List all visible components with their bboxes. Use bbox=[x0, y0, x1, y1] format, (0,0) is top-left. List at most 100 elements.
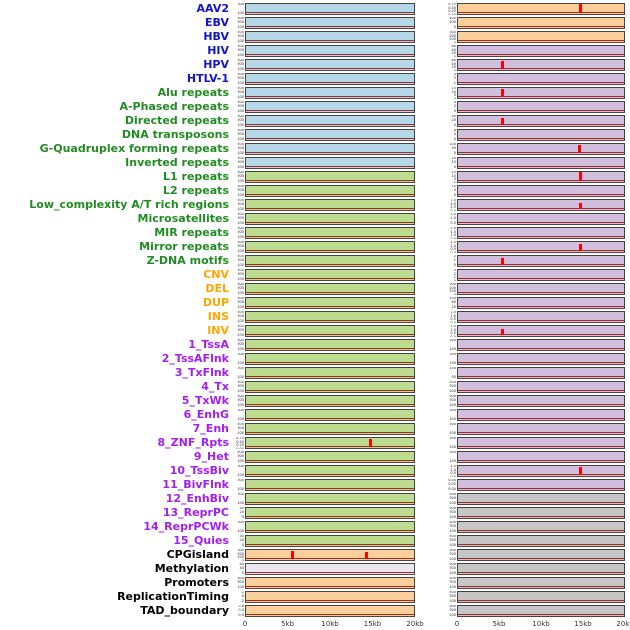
signal-spike bbox=[501, 61, 505, 69]
track-panel-left bbox=[245, 395, 415, 407]
track-panel-left bbox=[245, 479, 415, 491]
y-tick-label: 0 bbox=[453, 262, 456, 267]
y-tick-label: 100 bbox=[237, 290, 244, 295]
y-tick-label: 100 bbox=[449, 416, 456, 421]
track-row: CNV 500 300 100 3 2 1 0 bbox=[0, 268, 630, 282]
track-row: 11_BivFlnk 300 100 0.04 0.02 0.00 bbox=[0, 478, 630, 492]
track-panel-right bbox=[457, 157, 625, 169]
y-ticks-left: 300 200 100 0 bbox=[232, 549, 245, 561]
y-tick-label: 0.5 bbox=[450, 236, 456, 239]
y-tick-label: 100 bbox=[237, 24, 244, 29]
row-label: G-Quadruplex forming repeats bbox=[39, 142, 229, 155]
y-ticks-left: 500 300 100 bbox=[232, 115, 245, 127]
signal-baseline bbox=[246, 446, 414, 447]
track-row: MIR repeats 500 300 100 2.0 1.5 1.0 0.5 bbox=[0, 226, 630, 240]
track-panel-right bbox=[457, 59, 625, 71]
track-panel-left bbox=[245, 297, 415, 309]
signal-baseline bbox=[246, 544, 414, 545]
track-panel-right bbox=[457, 563, 625, 575]
y-tick-label: 300 bbox=[237, 202, 244, 207]
track-panel-right bbox=[457, 465, 625, 477]
y-ticks-right: 15 10 5 0 bbox=[415, 171, 457, 183]
y-tick-label: 10 bbox=[451, 185, 456, 188]
signal-baseline bbox=[246, 432, 414, 433]
y-tick-label: 0.0 bbox=[238, 612, 244, 617]
signal-baseline bbox=[458, 306, 624, 307]
y-tick-label: 300 bbox=[237, 328, 244, 333]
y-ticks-right: 500 300 100 bbox=[415, 605, 457, 617]
y-ticks-left: 2 0 -2 bbox=[232, 591, 245, 603]
signal-baseline bbox=[458, 432, 624, 433]
y-tick-label: 500 bbox=[237, 297, 244, 300]
signal-baseline bbox=[458, 180, 624, 181]
y-ticks-left: 300 100 bbox=[232, 465, 245, 477]
signal-baseline bbox=[246, 586, 414, 587]
y-ticks-left: 500 300 100 bbox=[232, 199, 245, 211]
track-panel-left bbox=[245, 409, 415, 421]
track-panel-left bbox=[245, 605, 415, 617]
signal-baseline bbox=[246, 292, 414, 293]
y-tick-label: 2 bbox=[241, 591, 244, 594]
y-tick-label: 100 bbox=[237, 500, 244, 505]
row-label: 15_Quies bbox=[173, 534, 229, 547]
row-label: CNV bbox=[203, 268, 229, 281]
y-tick-label: 0.0 bbox=[450, 320, 456, 323]
y-tick-label: 100 bbox=[237, 584, 244, 589]
y-tick-label: 300 bbox=[237, 454, 244, 459]
signal-baseline bbox=[458, 26, 624, 27]
track-panel-right bbox=[457, 325, 625, 337]
signal-baseline bbox=[246, 418, 414, 419]
y-tick-label: 300 bbox=[449, 538, 456, 543]
signal-baseline bbox=[246, 138, 414, 139]
y-tick-label: 500 bbox=[449, 535, 456, 538]
y-tick-label: 2.5 bbox=[450, 205, 456, 209]
signal-baseline bbox=[458, 572, 624, 573]
track-panel-right bbox=[457, 507, 625, 519]
track-panel-right bbox=[457, 605, 625, 617]
row-label: INS bbox=[207, 310, 229, 323]
y-tick-label: 100 bbox=[237, 108, 244, 113]
y-tick-label: 500 bbox=[449, 605, 456, 608]
signal-baseline bbox=[246, 614, 414, 615]
y-ticks-left: 500 300 100 bbox=[232, 45, 245, 57]
y-tick-label: 100 bbox=[449, 584, 456, 589]
row-label: DEL bbox=[205, 282, 229, 295]
track-panel-right bbox=[457, 591, 625, 603]
y-tick-label: 3 bbox=[453, 76, 456, 81]
y-tick-label: 100 bbox=[237, 332, 244, 337]
y-ticks-left: 500 300 100 bbox=[232, 269, 245, 281]
y-tick-label: 500 bbox=[237, 17, 244, 20]
y-tick-label: 500 bbox=[237, 59, 244, 62]
y-ticks-right: 7.5 5.0 2.5 0.0 bbox=[415, 199, 457, 211]
signal-baseline bbox=[246, 250, 414, 251]
track-panel-right bbox=[457, 143, 625, 155]
y-tick-label: 300 bbox=[449, 31, 456, 34]
track-panel-right bbox=[457, 381, 625, 393]
signal-baseline bbox=[246, 12, 414, 13]
y-tick-label: 100 bbox=[237, 66, 244, 71]
signal-baseline bbox=[458, 54, 624, 55]
track-panel-right bbox=[457, 423, 625, 435]
y-tick-label: 0 bbox=[453, 40, 456, 43]
track-panel-left bbox=[245, 353, 415, 365]
row-label: HIV bbox=[207, 44, 229, 57]
signal-baseline bbox=[246, 194, 414, 195]
track-row: Microsatellites 500 300 100 2.0 1.0 0.0 bbox=[0, 212, 630, 226]
track-row: 6_EnhG 300 100 300 100 bbox=[0, 408, 630, 422]
x-axis-tick-label: 0 bbox=[242, 620, 248, 628]
signal-baseline bbox=[458, 110, 624, 111]
y-tick-label: 300 bbox=[237, 479, 244, 482]
y-ticks-left: 80 40 0 bbox=[232, 563, 245, 575]
y-tick-label: 1.5 bbox=[450, 311, 456, 314]
track-row: HBV 500 300 100 300 200 100 0 bbox=[0, 30, 630, 44]
track-panel-left bbox=[245, 87, 415, 99]
track-row: HPV 500 300 100 60 40 20 0 bbox=[0, 58, 630, 72]
y-tick-label: 100 bbox=[237, 248, 244, 253]
y-tick-label: 500 bbox=[237, 381, 244, 384]
signal-baseline bbox=[458, 488, 624, 489]
row-label: 7_Enh bbox=[192, 422, 229, 435]
y-tick-label: 100 bbox=[237, 555, 244, 559]
y-tick-label: 80 bbox=[239, 563, 244, 566]
y-ticks-left: 500 300 100 bbox=[232, 241, 245, 253]
